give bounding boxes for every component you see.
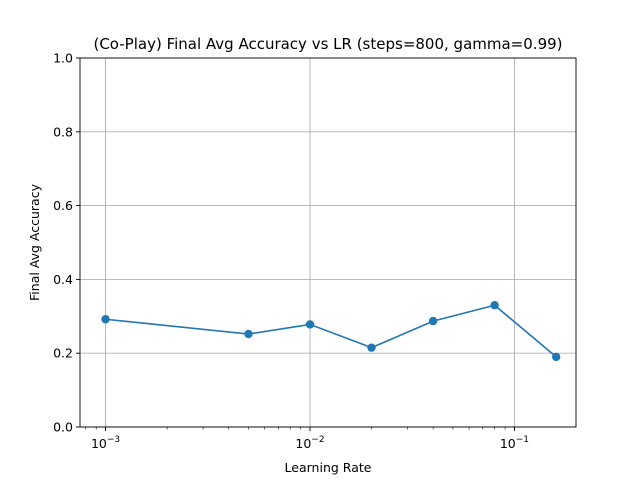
data-point bbox=[244, 329, 253, 339]
series-line bbox=[105, 304, 557, 358]
y-tick-label: 1.0 bbox=[53, 51, 73, 66]
data-point bbox=[101, 315, 110, 324]
x-tick-exponent: −3 bbox=[107, 435, 120, 445]
data-point bbox=[490, 301, 499, 310]
x-tick-label: 10−1 bbox=[500, 435, 529, 451]
y-tick-label: 0.2 bbox=[53, 346, 73, 361]
y-tick-label: 0.6 bbox=[53, 198, 73, 213]
x-tick-label: 10−3 bbox=[91, 435, 120, 451]
grid bbox=[80, 57, 576, 428]
chart-title: (Co-Play) Final Avg Accuracy vs LR (step… bbox=[93, 35, 562, 53]
x-axis-label: Learning Rate bbox=[285, 460, 372, 475]
x-tick-base: 10 bbox=[500, 436, 516, 451]
y-tick-label: 0.0 bbox=[53, 420, 73, 435]
y-tick-label: 0.4 bbox=[53, 272, 73, 287]
data-point bbox=[551, 352, 561, 362]
data-point bbox=[428, 316, 438, 326]
plot-frame bbox=[79, 57, 577, 428]
y-axis-label: Final Avg Accuracy bbox=[27, 183, 42, 301]
series-layer bbox=[101, 301, 561, 362]
x-tick-exponent: −1 bbox=[516, 435, 529, 445]
data-point bbox=[367, 343, 376, 352]
x-tick-label: 10−2 bbox=[295, 435, 324, 451]
x-tick-exponent: −2 bbox=[311, 435, 324, 445]
x-tick-base: 10 bbox=[91, 436, 107, 451]
data-point bbox=[305, 320, 315, 329]
y-tick-label: 0.8 bbox=[53, 124, 73, 139]
ticks: 0.00.20.40.60.81.010−3 10−2 10−1 bbox=[53, 51, 529, 452]
x-tick-base: 10 bbox=[295, 436, 311, 451]
